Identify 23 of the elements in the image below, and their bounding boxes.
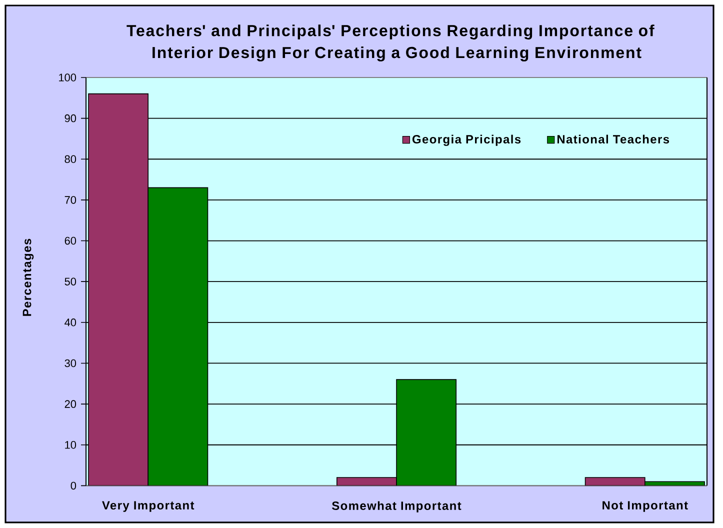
y-tick-label: 40 (64, 318, 76, 326)
x-tick-label: Very Important (102, 501, 194, 512)
y-tick-label: 30 (64, 359, 76, 368)
y-tick-label: 90 (64, 114, 76, 122)
x-tick-label: Somewhat Important (332, 501, 462, 512)
bar (336, 478, 397, 486)
y-axis-title: Percentages (22, 238, 34, 316)
y-tick-label: 80 (64, 155, 76, 164)
x-tick-label: Not Important (602, 501, 688, 512)
legend-label: Georgia Pricipals (412, 134, 521, 146)
y-tick-label: 60 (64, 236, 76, 245)
y-tick-label: 50 (64, 278, 76, 286)
bar (88, 93, 149, 486)
chart-title: Teachers' and Principals' Perceptions Regarding Importance of Interior Design For Creating a Good Learning Environment (126, 24, 654, 62)
y-tick-label: 100 (59, 74, 76, 82)
y-tick-label: 70 (64, 196, 76, 204)
bar (148, 187, 208, 486)
y-tick-label: 20 (64, 400, 76, 408)
bar (584, 477, 646, 486)
y-tick-label: 10 (65, 440, 76, 449)
bar (396, 379, 457, 486)
y-tick-label: 0 (70, 482, 76, 490)
legend-label: National Teachers (557, 134, 670, 144)
